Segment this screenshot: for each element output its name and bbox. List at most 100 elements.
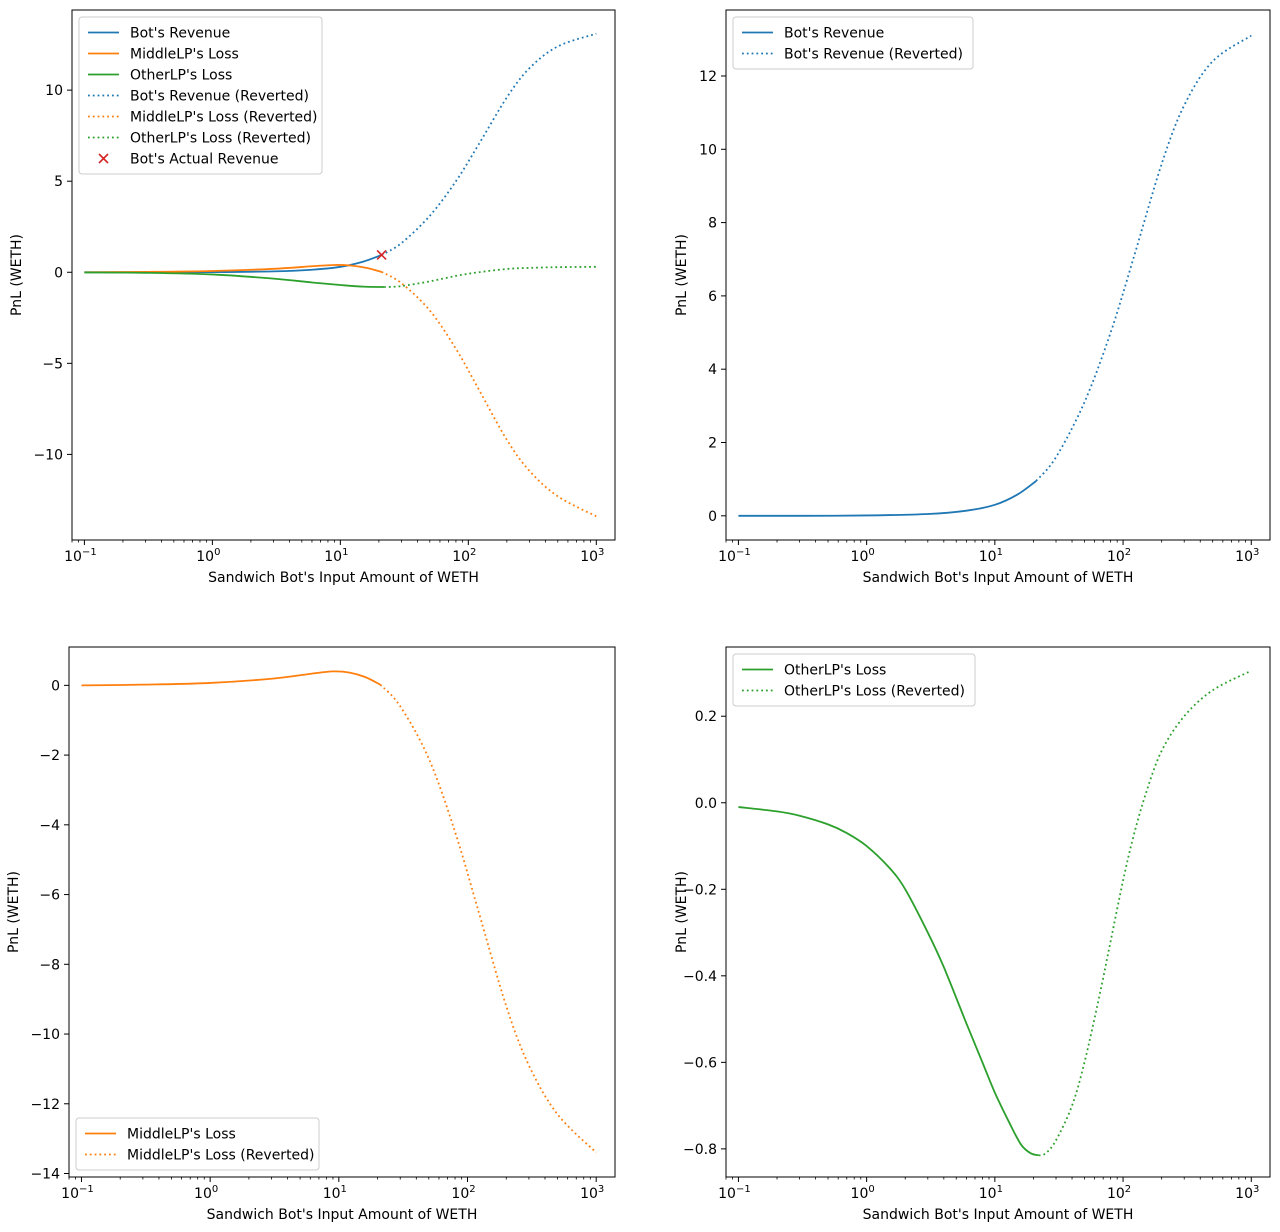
y-tick-label: −8 [39,957,60,973]
x-tick-label: 101 [324,547,348,565]
x-tick-label-exponent: 1 [997,1184,1003,1195]
y-tick-label: −12 [30,1097,60,1113]
y-tick-label: 4 [708,362,717,378]
y-axis-label: PnL (WETH) [9,234,25,316]
x-tick-label: 103 [580,547,604,565]
series-line-bot-s-revenue-reverted- [381,32,597,256]
axes-frame [68,646,616,1178]
x-tick-label-base: 10 [1235,1186,1253,1202]
y-tick-label: 0 [54,265,63,281]
x-tick-label-base: 10 [851,549,869,565]
legend-entry-label: OtherLP's Loss (Reverted) [784,684,965,700]
axes-frame [71,9,616,541]
legend-entry-label: OtherLP's Loss [130,68,232,84]
legend-box [78,16,323,175]
y-tick-label: 8 [708,216,717,232]
y-tick-label: 10 [699,142,717,158]
series-line-bot-s-revenue [738,480,1037,517]
legend-box [732,653,976,707]
legend: Bot's Revenue Bot's Revenue (Reverted) [732,16,974,70]
x-tick-label-base: 10 [851,1186,869,1202]
x-tick-label: 10−1 [64,547,97,565]
x-tick-label-exponent: 3 [598,1184,604,1195]
chart-panel-p4: 10−1 100 101 102 1030.20.0−0.2−0.4−0.6−0.8Sa… [674,646,1271,1223]
y-tick-label: −10 [33,447,63,463]
x-tick-label-base: 10 [580,549,598,565]
x-tick-label-exponent: 1 [341,1184,347,1195]
x-tick-label-base: 10 [1107,1186,1125,1202]
x-tick-label-base: 10 [196,549,214,565]
series-line-otherlp-s-loss-reverted- [1038,669,1252,1157]
y-axis-label: PnL (WETH) [674,234,690,316]
y-tick-label: 0.0 [695,796,717,812]
chart-panel-p3: 10−1 100 101 102 1030−2−4−6−8−10−12−14Sandwi… [6,646,616,1223]
x-tick-label: 103 [580,1184,604,1202]
x-tick-label: 102 [1107,547,1131,565]
x-tick-label: 102 [1107,1184,1131,1202]
legend-entry-label: Bot's Revenue (Reverted) [784,47,963,63]
x-tick-label: 100 [196,547,220,565]
x-tick-label-base: 10 [979,549,997,565]
y-tick-label: −10 [30,1027,60,1043]
x-tick-label-exponent: 0 [212,1184,218,1195]
y-axis-label: PnL (WETH) [6,871,22,953]
x-tick-label-base: 10 [451,1186,469,1202]
series-line-middlelp-s-loss-reverted- [379,684,597,1154]
x-tick-label: 101 [979,1184,1003,1202]
y-tick-label: −4 [39,818,60,834]
series-group [84,32,597,518]
y-tick-label: 2 [708,436,717,452]
x-axis-label: Sandwich Bot's Input Amount of WETH [207,1207,478,1223]
legend-entry-label: Bot's Revenue [784,26,884,42]
legend-box [75,1117,320,1171]
x-tick-label-base: 10 [64,549,82,565]
legend-entry-label: MiddleLP's Loss (Reverted) [130,110,318,126]
x-tick-label: 103 [1235,547,1259,565]
x-tick-label-base: 10 [323,1186,341,1202]
legend-entry-label: MiddleLP's Loss [130,47,239,63]
legend: Bot's Revenue MiddleLP's Loss OtherLP's Lo… [78,16,323,175]
y-tick-label: 0.2 [695,709,717,725]
y-tick-label: −5 [42,356,63,372]
legend: OtherLP's Loss OtherLP's Loss (Reverted) [732,653,976,707]
y-tick-label: −14 [30,1167,60,1183]
axes-frame [725,9,1271,541]
y-tick-label: −6 [39,888,60,904]
legend-entry-label: Bot's Revenue (Reverted) [130,89,309,105]
x-tick-label-exponent: 3 [598,547,604,558]
legend-entry-label: MiddleLP's Loss (Reverted) [127,1148,315,1164]
x-tick-label-exponent: 0 [868,547,874,558]
x-tick-label-exponent: −1 [736,1184,751,1195]
y-tick-label: 12 [699,69,717,85]
x-axis-label: Sandwich Bot's Input Amount of WETH [208,570,479,586]
x-tick-label: 10−1 [718,547,751,565]
legend-entry-label: Bot's Revenue [130,26,230,42]
legend-entry-label: OtherLP's Loss (Reverted) [130,131,311,147]
x-tick-label: 101 [323,1184,347,1202]
x-tick-label-exponent: 1 [997,547,1003,558]
x-tick-label-base: 10 [580,1186,598,1202]
series-line-otherlp-s-loss-reverted- [384,265,597,288]
x-tick-label-base: 10 [194,1186,212,1202]
series-line-bot-s-revenue-reverted- [1035,34,1252,482]
legend-entry-label: MiddleLP's Loss [127,1127,236,1143]
y-tick-label: −2 [39,748,60,764]
x-tick-label-base: 10 [718,1186,736,1202]
legend-entry-label: Bot's Actual Revenue [130,152,279,168]
series-line-otherlp-s-loss [84,271,385,288]
y-tick-label: −0.4 [683,969,717,985]
x-tick-label-exponent: 2 [470,547,476,558]
series-line-otherlp-s-loss [738,806,1039,1157]
y-tick-label: 0 [51,678,60,694]
x-tick-label-base: 10 [452,549,470,565]
x-tick-label-base: 10 [61,1186,79,1202]
x-tick-label-base: 10 [718,549,736,565]
legend-entry-label: OtherLP's Loss [784,663,886,679]
series-group [738,34,1252,517]
x-axis-label: Sandwich Bot's Input Amount of WETH [863,1207,1134,1223]
x-tick-label: 10−1 [718,1184,751,1202]
x-tick-label: 100 [851,1184,875,1202]
x-tick-label: 102 [452,547,476,565]
x-tick-label-exponent: 3 [1253,1184,1259,1195]
